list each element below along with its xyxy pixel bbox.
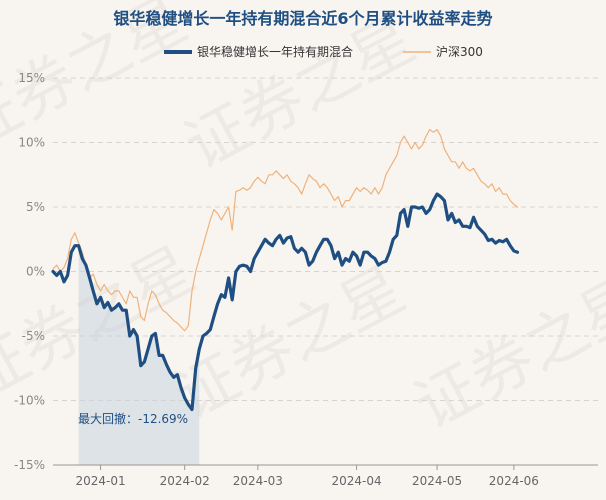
y-axis: -15% -10% -5% 0% 5% 10% 15% — [14, 71, 45, 472]
x-tick-label: 2024-05 — [412, 474, 462, 488]
watermark-text: 证券之星 — [173, 2, 426, 183]
watermark-text: 证券之星 — [403, 262, 606, 443]
y-tick-label: 10% — [18, 136, 45, 150]
legend: 银华稳健增长一年持有期混合 沪深300 — [164, 44, 483, 59]
x-tick-label: 2024-03 — [233, 474, 283, 488]
x-tick-label: 2024-06 — [489, 474, 539, 488]
y-tick-label: 5% — [26, 200, 45, 214]
series-line-fund — [51, 192, 520, 412]
x-tick-label: 2024-01 — [75, 474, 125, 488]
x-axis: 2024-01 2024-02 2024-03 2024-04 2024-05 2024-… — [53, 464, 598, 488]
y-tick-label: 15% — [18, 71, 45, 85]
x-tick-label: 2024-04 — [332, 474, 382, 488]
x-tick-label: 2024-02 — [160, 474, 210, 488]
y-tick-label: -5% — [22, 329, 45, 343]
y-tick-label: -10% — [14, 394, 45, 408]
y-tick-label: 0% — [26, 265, 45, 279]
max-drawdown-label: 最大回撤：-12.69% — [78, 411, 188, 426]
series-line-index — [52, 129, 519, 332]
legend-index-label: 沪深300 — [436, 45, 483, 59]
y-tick-label: -15% — [14, 458, 45, 472]
series-layer — [51, 129, 520, 412]
legend-fund-label: 银华稳健增长一年持有期混合 — [197, 44, 353, 59]
chart-title: 银华稳健增长一年持有期混合近6个月累计收益率走势 — [113, 9, 492, 28]
